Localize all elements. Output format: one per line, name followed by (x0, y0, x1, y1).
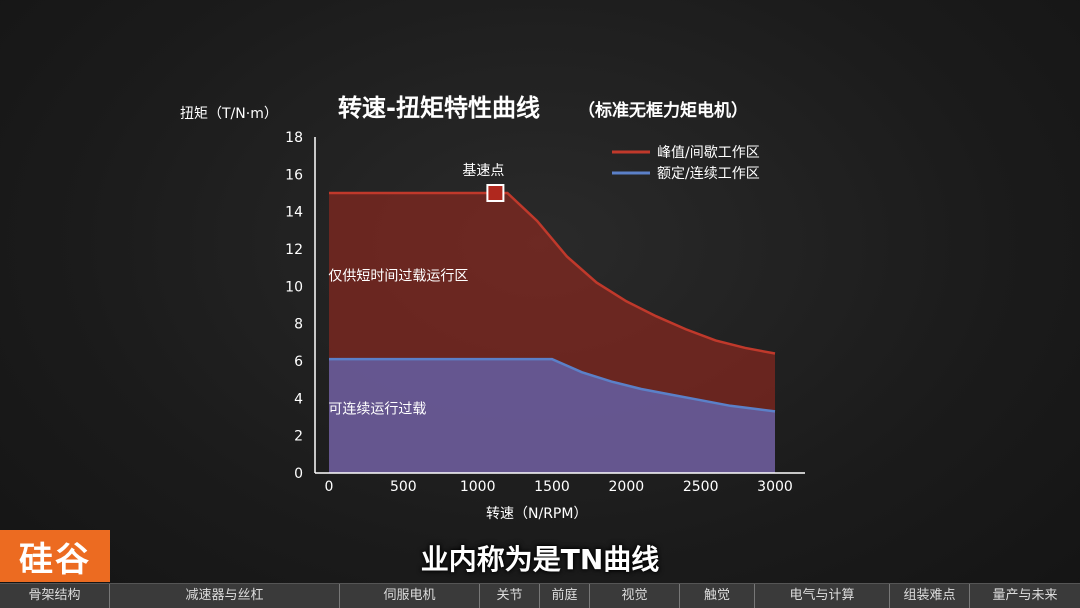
nav-item-4[interactable]: 关节 (480, 584, 540, 608)
x-tick-label: 2000 (609, 479, 645, 495)
y-tick-label: 4 (294, 391, 303, 407)
base-point-label: 基速点 (462, 162, 504, 179)
chart-areas (329, 191, 776, 473)
y-tick-label: 0 (294, 466, 303, 482)
x-axis-label: 转速（N/RPM） (486, 506, 587, 522)
series-area-2 (329, 359, 775, 473)
y-tick-label: 2 (294, 429, 303, 445)
y-tick-label: 14 (285, 205, 303, 221)
chart-subtitle: （标准无框力矩电机） (578, 100, 748, 121)
nav-item-10[interactable]: 量产与未来 (992, 588, 1058, 603)
nav-item-9[interactable]: 组装难点 (890, 584, 970, 608)
nav-item-7[interactable]: 触觉 (680, 584, 755, 608)
legend-label-2: 额定/连续工作区 (657, 165, 760, 182)
base-point-group: 基速点 (462, 162, 505, 202)
nav-item-6[interactable]: 视觉 (590, 584, 680, 608)
chart-title: 转速-扭矩特性曲线 (338, 94, 540, 122)
legend-label-1: 峰值/间歇工作区 (657, 145, 760, 161)
tn-chart: 转速-扭矩特性曲线 （标准无框力矩电机） 扭矩（T/N·m） 转速（N/RPM）… (180, 94, 805, 522)
series-line-2 (329, 357, 776, 413)
nav-item-8[interactable]: 电气与计算 (755, 584, 890, 608)
y-tick-label: 8 (294, 317, 303, 333)
nav-item-5[interactable]: 前庭 (540, 584, 590, 608)
chart-axes (314, 137, 805, 474)
nav-item-2[interactable]: 减速器与丝杠 (110, 584, 340, 608)
video-subtitle: 业内称为是TN曲线 (420, 543, 660, 576)
nav-item-3[interactable]: 伺服电机 (340, 584, 480, 608)
base-point-marker (486, 184, 505, 202)
y-ticks: 0 2 4 6 8 10 12 14 16 18 (285, 130, 303, 482)
x-tick-label: 1500 (534, 479, 570, 495)
y-tick-label: 10 (285, 279, 303, 295)
x-tick-label: 3000 (757, 479, 793, 495)
region-annotation: 可连续运行过载 (328, 400, 426, 417)
x-tick-label: 1000 (460, 479, 496, 495)
y-tick-label: 18 (285, 130, 303, 146)
y-axis-label: 扭矩（T/N·m） (180, 106, 278, 122)
y-tick-label: 12 (285, 242, 303, 258)
series-line-1 (329, 191, 776, 355)
nav-item-1[interactable]: 骨架结构 (0, 584, 110, 608)
brand-logo-text: 硅谷 (19, 539, 91, 580)
brand-logo: 硅谷 (0, 530, 110, 582)
y-tick-label: 6 (294, 354, 303, 370)
chapter-nav: 骨架结构 减速器与丝杠 伺服电机 关节 前庭 视觉 触觉 电气与计算 组装难点 量产与未来 (0, 583, 1080, 608)
x-tick-label: 0 (325, 479, 334, 495)
x-tick-label: 2500 (683, 479, 719, 495)
y-tick-label: 16 (285, 167, 303, 183)
x-ticks: 0 500 1000 1500 2000 2500 3000 (325, 479, 793, 495)
region-annotation: 仅供短时间过载运行区 (328, 269, 468, 285)
x-tick-label: 500 (390, 479, 417, 495)
